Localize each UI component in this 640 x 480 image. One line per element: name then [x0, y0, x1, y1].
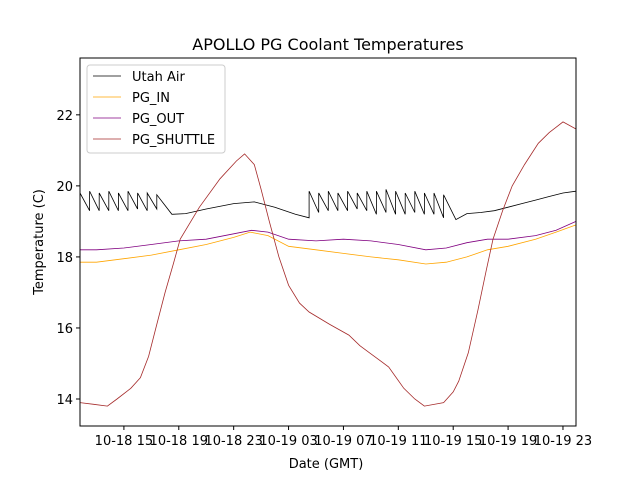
legend-label: PG_SHUTTLE [132, 133, 215, 148]
x-tick-label: 10-19 07 [314, 434, 372, 449]
y-tick-label: 18 [56, 251, 73, 266]
y-tick-label: 14 [56, 393, 73, 408]
legend-label: Utah Air [132, 70, 185, 85]
x-tick-label: 10-19 11 [369, 434, 427, 449]
x-axis-label: Date (GMT) [289, 457, 364, 472]
y-tick-label: 16 [56, 322, 73, 337]
axes-frame [79, 57, 577, 427]
y-tick-label: 22 [56, 109, 73, 124]
plot-area [79, 121, 577, 407]
x-tick-label: 10-19 03 [259, 434, 317, 449]
legend-label: PG_IN [132, 91, 170, 106]
series-line-pg-out [80, 221, 577, 251]
x-tick-label: 10-19 15 [424, 434, 482, 449]
series-line-utah-air [79, 189, 577, 221]
x-tick-label: 10-19 23 [534, 434, 592, 449]
y-axis-label: Temperature (C) [32, 189, 47, 296]
legend: Utah Air PG_IN PG_OUT PG_SHUTTLE [86, 64, 226, 154]
legend-label: PG_OUT [132, 112, 184, 127]
y-axis: 14 16 18 20 22 [56, 109, 80, 408]
x-tick-label: 10-18 15 [95, 434, 153, 449]
chart-title: APOLLO PG Coolant Temperatures [192, 35, 463, 54]
x-tick-label: 10-18 23 [204, 434, 262, 449]
x-tick-label: 10-19 19 [479, 434, 537, 449]
y-tick-label: 20 [56, 180, 73, 195]
legend-box [86, 64, 226, 154]
x-tick-label: 10-18 19 [150, 434, 208, 449]
series-line-pg-in [80, 224, 577, 265]
series-line-pg-shuttle [79, 121, 577, 407]
